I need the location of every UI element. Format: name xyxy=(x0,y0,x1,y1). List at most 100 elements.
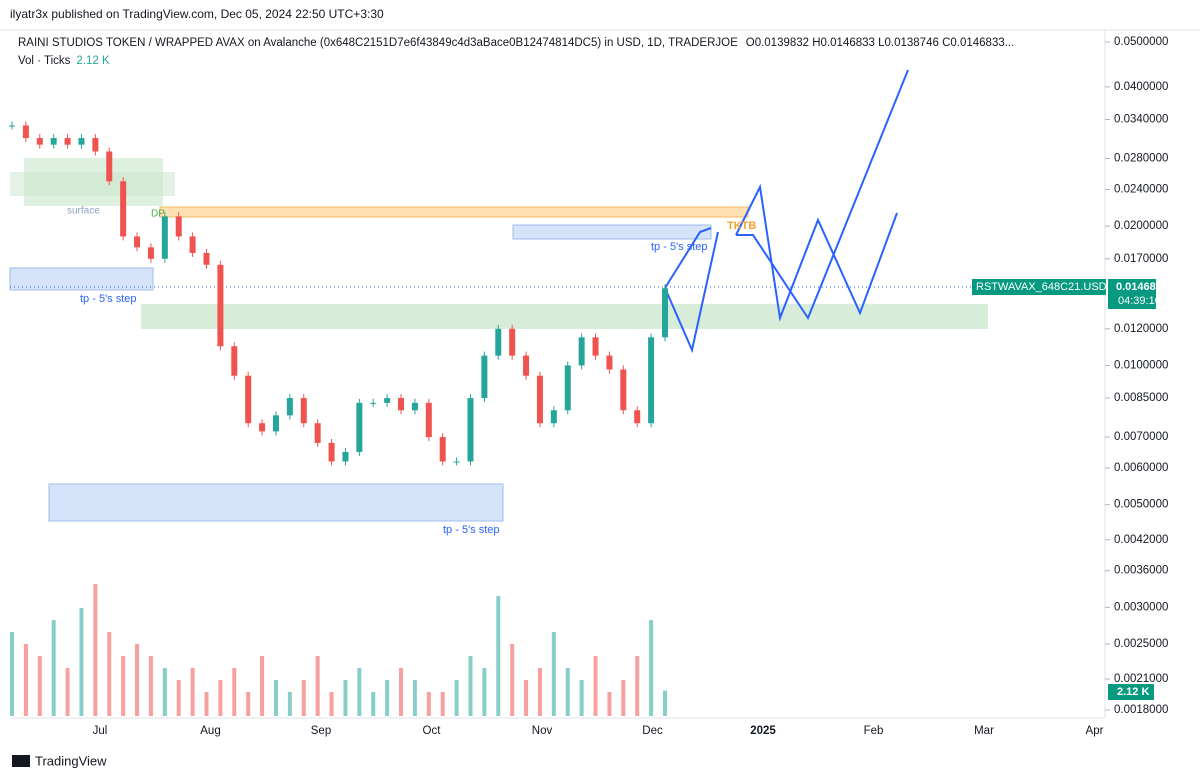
volume-bar xyxy=(621,680,626,716)
zones xyxy=(9,69,1105,522)
volume-bar xyxy=(468,656,473,716)
y-tick-label: 0.0036000 xyxy=(1114,565,1168,577)
zone xyxy=(48,483,504,522)
candle xyxy=(592,337,599,356)
candle xyxy=(550,410,557,424)
volume-bar xyxy=(663,690,667,716)
volume-badge xyxy=(1108,684,1154,700)
volume-bar xyxy=(537,668,542,716)
x-tick-label: 2025 xyxy=(750,725,776,737)
volume-bar xyxy=(635,656,640,716)
last-price: 0.0146833 xyxy=(1116,281,1168,293)
zone xyxy=(159,206,749,218)
candle xyxy=(634,410,641,424)
zone xyxy=(141,304,988,329)
volume-value: 2.12 K xyxy=(76,55,110,67)
y-tick-label: 0.0030000 xyxy=(1114,601,1168,613)
x-tick-label: Apr xyxy=(1086,725,1104,737)
candle xyxy=(495,328,502,356)
candle xyxy=(217,264,224,347)
candle xyxy=(509,328,516,356)
candle xyxy=(175,216,182,237)
volume-bar xyxy=(412,680,417,716)
volume-bar xyxy=(565,668,570,716)
x-tick-label: Feb xyxy=(864,725,884,737)
projection xyxy=(664,227,712,289)
candle xyxy=(245,375,252,424)
y-tick-label: 0.0100000 xyxy=(1114,359,1168,371)
volume-bar xyxy=(273,680,278,716)
y-tick-label: 0.0170000 xyxy=(1114,253,1168,265)
y-tick-label: 0.0280000 xyxy=(1114,153,1168,165)
x-tick-label: Mar xyxy=(974,725,994,737)
candle xyxy=(314,423,321,443)
volume-bar xyxy=(176,680,181,716)
candle xyxy=(398,398,405,411)
candle xyxy=(300,398,307,424)
y-tick-label: 0.0200000 xyxy=(1114,220,1168,232)
candle xyxy=(189,236,196,253)
volume-bar xyxy=(551,632,556,716)
x-tick-label: Aug xyxy=(200,725,220,737)
y-tick-label: 0.0085000 xyxy=(1114,392,1168,404)
projection xyxy=(735,183,898,322)
annotation: DP xyxy=(151,209,165,220)
x-tick-label: Dec xyxy=(642,725,663,737)
volume-bar xyxy=(510,644,515,716)
price-badge xyxy=(1108,279,1156,309)
y-tick-label: 0.0060000 xyxy=(1114,462,1168,474)
volume-bar xyxy=(37,656,42,716)
y-tick-label: 0.0021000 xyxy=(1114,673,1168,685)
candle xyxy=(106,151,113,182)
volume-bar xyxy=(121,656,126,716)
candle xyxy=(356,402,363,452)
volume-bar xyxy=(607,692,612,716)
volume-legend: Vol · Ticks 2.12 K xyxy=(18,55,110,67)
y-tick-label: 0.0050000 xyxy=(1114,499,1168,511)
volume-bar xyxy=(524,680,529,716)
y-tick-label: 0.0042000 xyxy=(1114,534,1168,546)
candle xyxy=(50,138,57,145)
candle xyxy=(134,236,141,248)
y-tick-label: 0.0240000 xyxy=(1114,184,1168,196)
volume-bar xyxy=(148,656,153,716)
candle xyxy=(161,216,168,259)
candle xyxy=(286,398,293,416)
volume-bar xyxy=(496,596,501,716)
y-tick-label: 0.0340000 xyxy=(1114,114,1168,126)
candle xyxy=(425,402,432,438)
candle xyxy=(439,437,446,462)
zone xyxy=(10,172,175,196)
volume-bar xyxy=(399,668,404,716)
volume-bar xyxy=(51,620,56,716)
x-tick-label: Nov xyxy=(532,725,553,737)
symbol-badge xyxy=(972,279,1106,295)
candle xyxy=(370,402,377,404)
zone xyxy=(9,267,154,291)
candle xyxy=(64,138,71,145)
volume-bar xyxy=(162,668,167,716)
y-tick-label: 0.0400000 xyxy=(1114,81,1168,93)
candle xyxy=(536,375,543,424)
annotation: TKTB xyxy=(727,220,756,232)
candle xyxy=(662,288,668,338)
logo xyxy=(12,755,30,767)
candle xyxy=(384,398,391,403)
volume-bar xyxy=(190,668,195,716)
volume-bar xyxy=(287,692,292,716)
publisher: ilyatr3x published on TradingView.com, D… xyxy=(10,7,384,21)
volume-bar xyxy=(649,620,654,716)
volume-bar xyxy=(204,692,209,716)
candle xyxy=(272,415,279,432)
volume-bar xyxy=(454,680,459,716)
y-tick-label: 0.0070000 xyxy=(1114,431,1168,443)
candle xyxy=(564,365,571,411)
volume-bar xyxy=(371,692,376,716)
candle xyxy=(92,138,99,152)
candle xyxy=(9,125,15,127)
annotation: tp - 5's step xyxy=(443,524,500,536)
countdown: 04:39:10 xyxy=(1118,295,1161,307)
volume-bar xyxy=(440,692,445,716)
